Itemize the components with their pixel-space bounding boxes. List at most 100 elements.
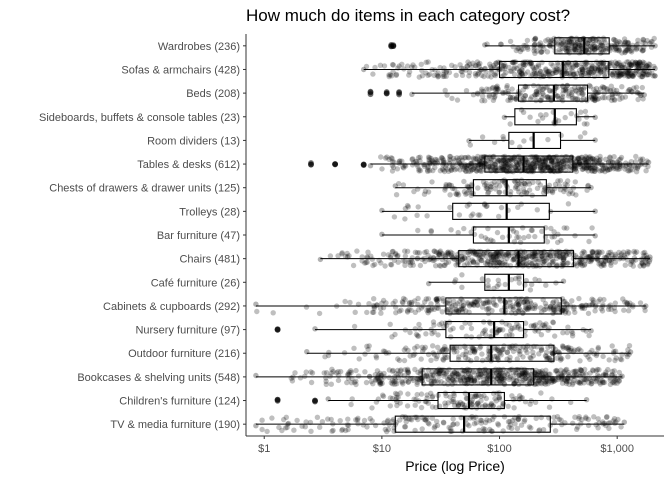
data-point <box>493 330 500 336</box>
data-point <box>473 393 479 399</box>
data-point <box>589 168 596 174</box>
data-point <box>576 379 583 385</box>
data-point <box>626 61 633 68</box>
data-point <box>564 329 570 336</box>
data-point <box>513 378 520 384</box>
data-point <box>447 327 454 333</box>
data-point <box>482 366 488 373</box>
data-point <box>511 178 518 184</box>
data-point <box>560 298 567 305</box>
data-point <box>491 64 498 71</box>
data-point <box>464 260 470 267</box>
data-point <box>394 394 400 400</box>
data-point <box>548 158 555 164</box>
data-point <box>555 178 561 184</box>
data-point <box>609 97 615 104</box>
data-point <box>471 421 478 427</box>
data-point <box>570 380 576 386</box>
data-point <box>560 278 567 284</box>
data-point <box>492 251 499 257</box>
data-point <box>601 84 607 91</box>
data-point <box>559 343 566 349</box>
data-point <box>606 258 612 264</box>
data-point <box>538 332 545 338</box>
data-point <box>551 307 557 313</box>
data-point <box>618 64 625 71</box>
data-point <box>449 398 455 405</box>
data-point <box>539 49 545 55</box>
data-point <box>551 67 557 74</box>
data-point <box>542 158 548 165</box>
data-point <box>539 253 545 260</box>
data-point <box>634 67 640 73</box>
data-point <box>515 299 521 305</box>
data-point <box>531 70 538 77</box>
data-point <box>422 258 428 265</box>
data-point <box>638 92 644 99</box>
data-point <box>595 66 601 72</box>
data-point <box>591 46 598 52</box>
data-point <box>600 372 607 378</box>
data-point <box>564 163 570 169</box>
data-point <box>568 347 574 354</box>
data-point <box>554 255 560 261</box>
data-point <box>526 306 532 312</box>
data-point <box>549 257 555 263</box>
data-point <box>431 72 437 79</box>
data-point <box>524 349 530 356</box>
data-point <box>424 395 430 401</box>
data-point <box>570 48 577 54</box>
data-point <box>370 262 376 269</box>
data-point <box>569 45 575 51</box>
data-point <box>629 167 635 173</box>
data-point <box>429 330 435 337</box>
data-point <box>557 302 563 308</box>
data-point <box>549 234 555 240</box>
data-point <box>421 163 428 170</box>
data-point <box>608 88 614 94</box>
data-point <box>346 253 352 259</box>
data-point <box>435 250 442 256</box>
data-point <box>527 354 533 361</box>
data-point <box>506 64 512 71</box>
data-point <box>418 391 425 397</box>
data-point <box>641 60 647 66</box>
data-point <box>504 255 510 262</box>
data-point <box>555 158 562 165</box>
data-point <box>616 377 622 384</box>
data-point <box>527 303 534 310</box>
data-point <box>470 415 477 421</box>
data-point <box>466 69 473 76</box>
data-point <box>549 259 556 265</box>
data-point <box>516 372 522 378</box>
data-point <box>576 260 582 266</box>
data-point <box>571 377 577 383</box>
data-point <box>600 61 606 67</box>
data-point <box>541 73 547 80</box>
data-point <box>566 91 572 97</box>
data-point <box>626 308 632 314</box>
data-point <box>554 166 560 172</box>
data-point <box>579 72 585 79</box>
data-point <box>625 168 631 174</box>
data-point <box>531 165 538 171</box>
data-point <box>512 164 518 170</box>
data-point <box>575 44 582 50</box>
data-point <box>484 298 490 304</box>
data-point <box>463 395 470 401</box>
data-point <box>640 156 646 162</box>
data-point <box>450 378 457 384</box>
data-point <box>511 256 517 263</box>
data-point <box>579 250 585 257</box>
data-point <box>608 262 614 268</box>
data-point <box>418 305 425 311</box>
data-point <box>523 347 529 353</box>
data-point <box>565 48 572 54</box>
data-point <box>503 321 509 327</box>
data-point <box>522 59 528 65</box>
data-point <box>582 157 588 163</box>
data-point <box>456 354 462 360</box>
data-point <box>540 159 546 165</box>
data-point <box>525 263 532 269</box>
data-point <box>469 300 475 307</box>
